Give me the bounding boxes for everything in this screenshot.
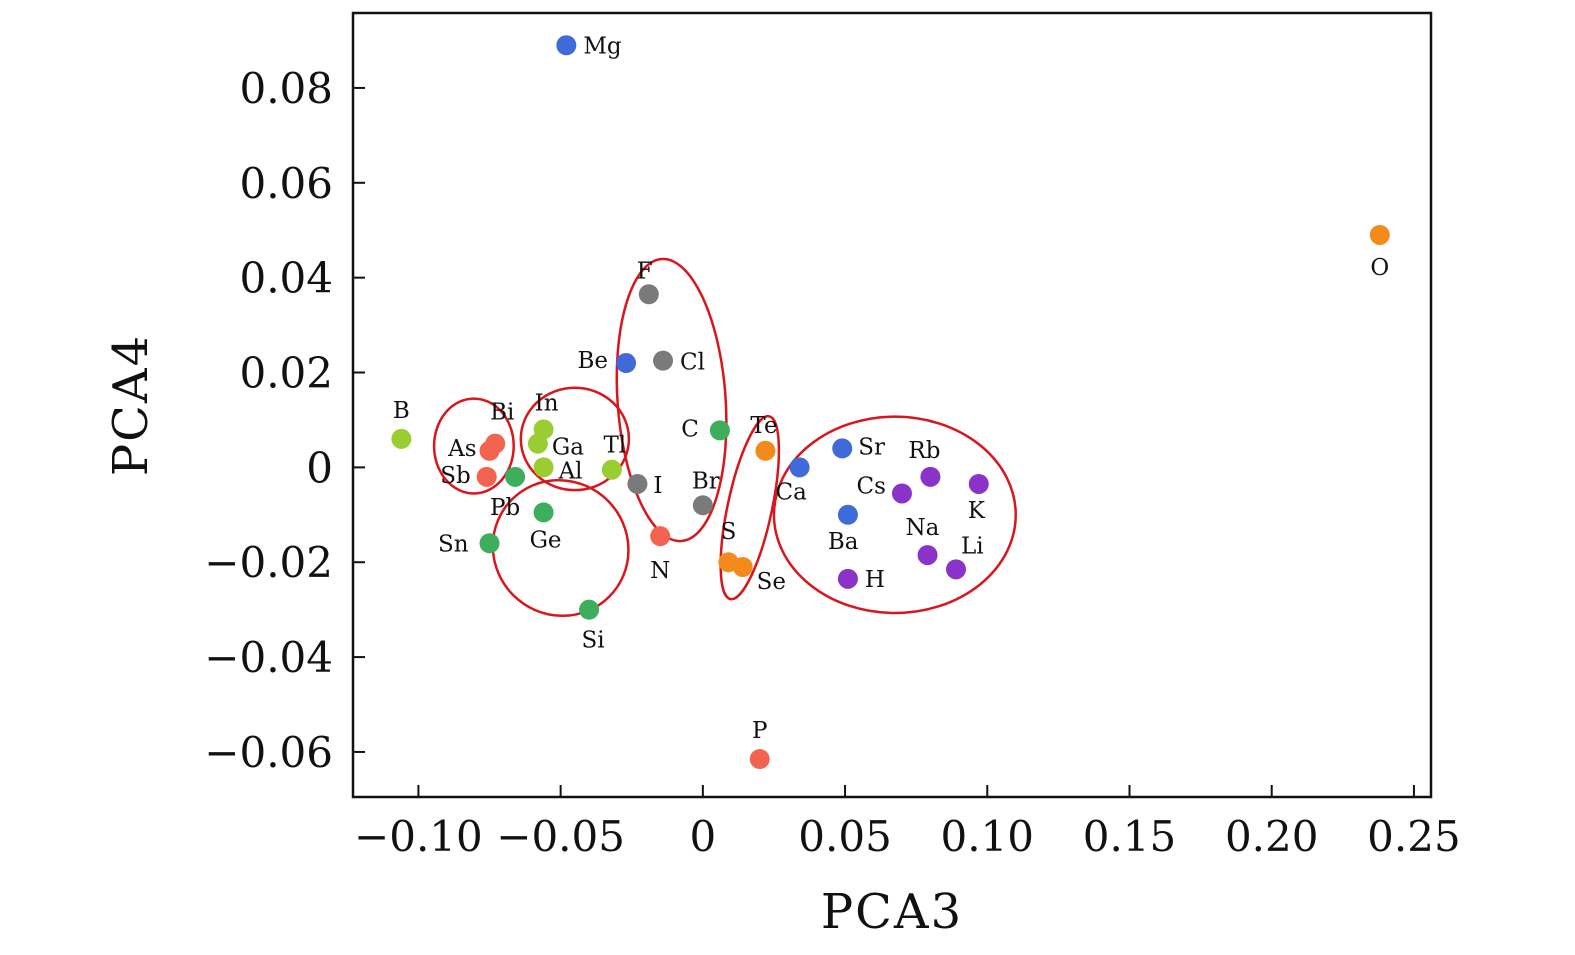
x-tick-label: 0.25 xyxy=(1367,812,1461,861)
point-label-bi: Bi xyxy=(490,400,514,426)
cluster-ellipse xyxy=(519,386,631,492)
point-label-k: K xyxy=(968,498,986,524)
data-point-te xyxy=(755,440,776,461)
point-label-as: As xyxy=(447,436,476,462)
point-label-o: O xyxy=(1370,255,1389,281)
data-point-ga xyxy=(527,433,548,454)
point-label-be: Be xyxy=(578,348,609,374)
point-label-ge: Ge xyxy=(530,527,562,553)
plot-area xyxy=(351,11,1433,799)
cluster-ellipse xyxy=(491,478,630,618)
point-label-se: Se xyxy=(757,569,786,595)
cluster-ellipse xyxy=(772,415,1017,615)
data-point-sb xyxy=(476,466,497,487)
point-label-i: I xyxy=(653,473,662,499)
point-label-pb: Pb xyxy=(490,495,520,521)
y-tick-label: 0.06 xyxy=(239,159,333,208)
point-label-p: P xyxy=(752,718,767,744)
data-point-al xyxy=(533,457,554,478)
point-label-te: Te xyxy=(750,413,777,439)
data-point-sn xyxy=(479,533,500,554)
data-point-k xyxy=(968,473,989,494)
x-tick-label: 0 xyxy=(689,812,716,861)
data-point-na xyxy=(917,545,938,566)
x-tick-label: 0.20 xyxy=(1225,812,1319,861)
data-point-pb xyxy=(505,466,526,487)
data-point-cl xyxy=(653,350,674,371)
y-tick-label: 0.08 xyxy=(239,64,333,113)
data-point-p xyxy=(749,749,770,770)
cluster-ellipse xyxy=(719,414,781,601)
data-point-ge xyxy=(533,502,554,523)
point-label-mg: Mg xyxy=(583,33,622,59)
y-axis-ticks: 0.08 0.06 0.04 0.02 0 −0.02 −0.04 −0.06 xyxy=(204,64,365,777)
plot-frame xyxy=(351,11,1433,799)
data-point-c xyxy=(709,420,730,441)
x-tick-label: −0.05 xyxy=(496,812,625,861)
point-label-ga: Ga xyxy=(552,435,584,461)
point-label-ca: Ca xyxy=(776,479,808,505)
data-point-b xyxy=(391,428,412,449)
y-axis-title: PCA4 xyxy=(103,334,159,476)
data-point-ba xyxy=(837,504,858,525)
point-label-tl: Tl xyxy=(603,433,626,459)
point-label-b: B xyxy=(393,398,410,424)
data-point-mg xyxy=(556,35,577,56)
data-point-as xyxy=(479,440,500,461)
y-tick-label: 0 xyxy=(306,443,333,492)
data-point-i xyxy=(627,473,648,494)
data-point-tl xyxy=(601,459,622,480)
y-tick-label: −0.06 xyxy=(204,728,333,777)
cluster-ellipses xyxy=(432,257,1017,618)
data-point-h xyxy=(837,568,858,589)
data-point-o xyxy=(1369,224,1390,245)
point-label-n: N xyxy=(650,558,670,584)
cluster-ellipse xyxy=(432,397,515,495)
point-label-br: Br xyxy=(692,468,720,494)
point-label-si: Si xyxy=(582,628,605,654)
point-label-cs: Cs xyxy=(857,473,886,499)
point-label-cl: Cl xyxy=(680,350,705,376)
point-label-rb: Rb xyxy=(908,438,940,464)
y-tick-label: −0.02 xyxy=(204,538,333,587)
data-point-si xyxy=(579,599,600,620)
data-point-n xyxy=(650,526,671,547)
point-label-s: S xyxy=(721,519,737,545)
x-tick-label: 0.15 xyxy=(1083,812,1177,861)
point-label-in: In xyxy=(535,390,559,416)
data-point-li xyxy=(945,559,966,580)
x-tick-label: 0.05 xyxy=(798,812,892,861)
data-point-rb xyxy=(920,466,941,487)
data-point-ca xyxy=(789,457,810,478)
point-label-sb: Sb xyxy=(440,463,470,489)
cluster-ellipse xyxy=(615,257,728,543)
point-label-ba: Ba xyxy=(828,529,859,555)
point-label-al: Al xyxy=(558,458,583,484)
x-tick-label: 0.10 xyxy=(941,812,1035,861)
point-label-sn: Sn xyxy=(438,531,469,557)
data-point-f xyxy=(638,284,659,305)
y-tick-label: 0.04 xyxy=(239,254,333,303)
data-point-cs xyxy=(891,483,912,504)
data-point-se xyxy=(732,556,753,577)
x-axis-title: PCA3 xyxy=(821,884,963,940)
data-point-sr xyxy=(832,438,853,459)
data-point-be xyxy=(616,353,637,374)
y-tick-label: −0.04 xyxy=(204,633,333,682)
x-tick-label: −0.10 xyxy=(354,812,483,861)
point-label-na: Na xyxy=(906,515,940,541)
point-label-sr: Sr xyxy=(858,434,885,460)
point-label-h: H xyxy=(865,567,885,593)
point-label-li: Li xyxy=(961,533,984,559)
x-axis-ticks: −0.10 −0.05 0 0.05 0.10 0.15 0.20 0.25 xyxy=(354,785,1461,861)
point-label-c: C xyxy=(681,416,699,442)
data-points xyxy=(391,35,1390,770)
point-label-f: F xyxy=(637,258,653,284)
data-point-br xyxy=(692,495,713,516)
y-tick-label: 0.02 xyxy=(239,349,333,398)
